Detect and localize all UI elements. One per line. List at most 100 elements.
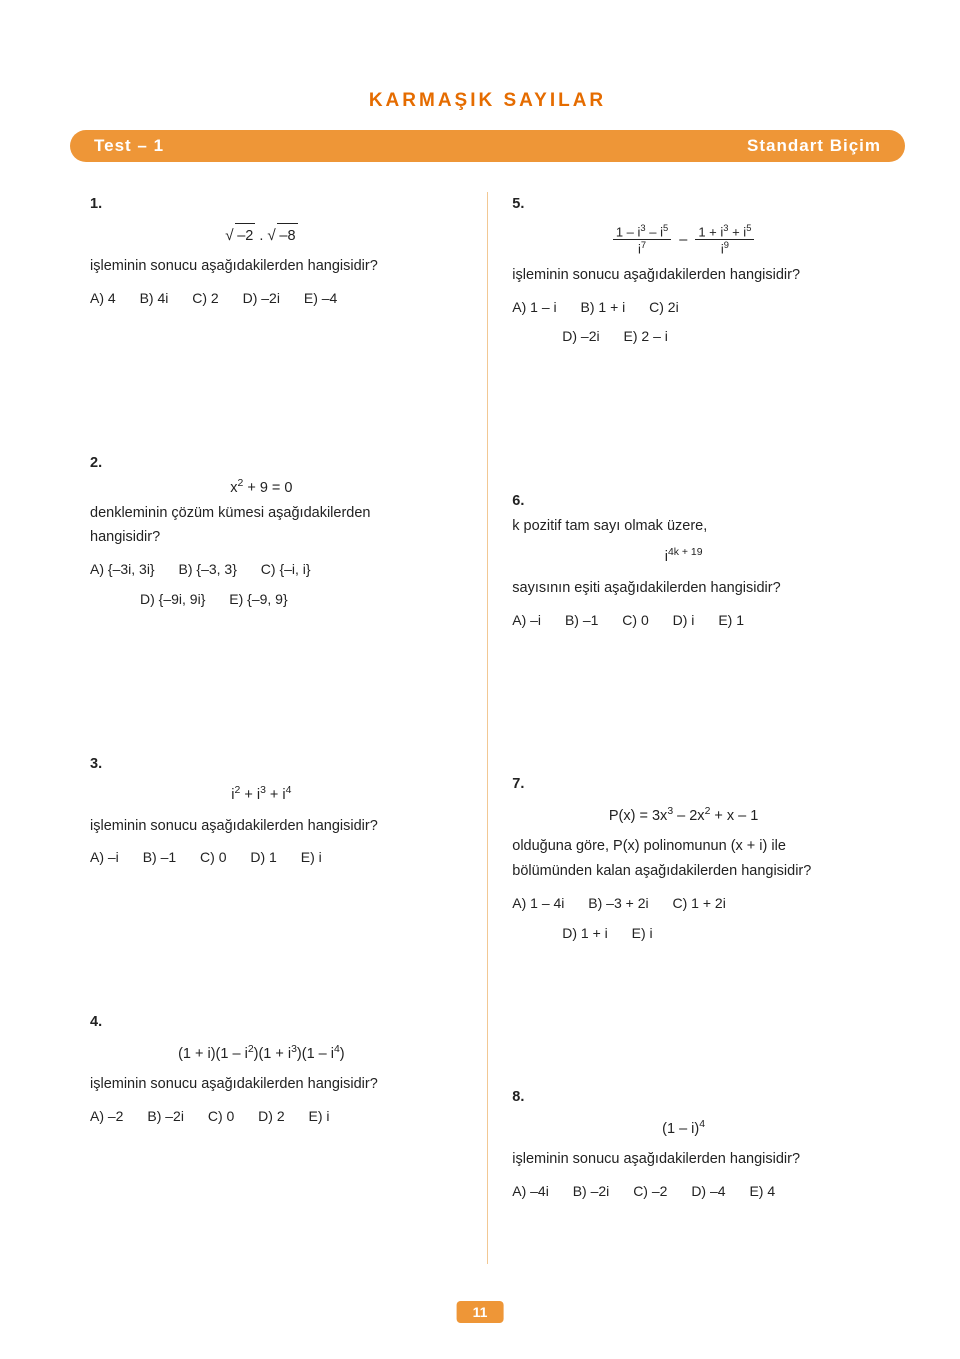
test-bar: Test – 1 Standart Biçim [70,130,905,162]
q4-opt-b: B) –2i [147,1105,184,1129]
q6-opt-e: E) 1 [718,609,744,633]
q3-opt-b: B) –1 [143,846,176,870]
q4-opt-a: A) –2 [90,1105,123,1129]
q8-opt-e: E) 4 [749,1180,775,1204]
q6-options: A) –i B) –1 C) 0 D) i E) 1 [512,609,855,633]
q6-formula: i4k + 19 [512,544,855,569]
q6-num: 6. [512,489,538,514]
question-7: 7. P(x) = 3x3 – 2x2 + x – 1 olduğuna gör… [512,772,885,945]
q1-opt-b: B) 4i [140,287,169,311]
q8-opt-b: B) –2i [573,1180,610,1204]
q5-opt-c: C) 2i [649,296,679,320]
q3-options: A) –i B) –1 C) 0 D) 1 E) i [90,846,433,870]
q5-text: işleminin sonucu aşağıdakilerden hangisi… [512,263,855,288]
q1-text: işleminin sonucu aşağıdakilerden hangisi… [90,254,433,279]
q2-options-2: D) {–9i, 9i} E) {–9, 9} [90,588,433,612]
test-bar-left: Test – 1 [94,136,164,156]
page-title: KARMAŞIK SAYILAR [70,90,905,112]
q6-opt-c: C) 0 [622,609,648,633]
q1-opt-c: C) 2 [192,287,218,311]
q3-body: i2 + i3 + i4 işleminin sonucu aşağıdakil… [90,776,433,870]
q3-opt-c: C) 0 [200,846,226,870]
q7-num: 7. [512,772,538,797]
q1-options: A) 4 B) 4i C) 2 D) –2i E) –4 [90,287,433,311]
q4-formula: (1 + i)(1 – i2)(1 + i3)(1 – i4) [90,1041,433,1066]
q1-num: 1. [90,192,116,217]
q7-options: A) 1 – 4i B) –3 + 2i C) 1 + 2i [512,892,855,916]
q1-opt-a: A) 4 [90,287,116,311]
q7-body: P(x) = 3x3 – 2x2 + x – 1 olduğuna göre, … [512,797,855,945]
question-6: 6. k pozitif tam sayı olmak üzere, i4k +… [512,489,885,632]
q2-opt-a: A) {–3i, 3i} [90,558,155,582]
question-3: 3. i2 + i3 + i4 işleminin sonucu aşağıda… [90,752,463,871]
q6-body: k pozitif tam sayı olmak üzere, i4k + 19… [512,514,855,633]
q2-body: x2 + 9 = 0 denkleminin çözüm kümesi aşağ… [90,475,433,611]
q2-opt-d: D) {–9i, 9i} [140,588,205,612]
question-2: 2. x2 + 9 = 0 denkleminin çözüm kümesi a… [90,451,463,612]
sqrt-icon: –2 [225,223,255,249]
q5-body: 1 – i3 – i5i7 – 1 + i3 + i5i9 işleminin … [512,217,855,349]
q8-options: A) –4i B) –2i C) –2 D) –4 E) 4 [512,1180,855,1204]
q6-exp: 4k + 19 [668,547,703,558]
q4-opt-c: C) 0 [208,1105,234,1129]
q2-text: denkleminin çözüm kümesi aşağıdakilerden… [90,501,433,550]
q4-opt-e: E) i [309,1105,330,1129]
q7-opt-b: B) –3 + 2i [588,892,648,916]
q6-line1: k pozitif tam sayı olmak üzere, [512,514,855,539]
q5-opt-a: A) 1 – i [512,296,556,320]
q3-formula: i2 + i3 + i4 [90,782,433,807]
q8-text: işleminin sonucu aşağıdakilerden hangisi… [512,1147,855,1172]
q6-opt-d: D) i [673,609,695,633]
q7-opt-d: D) 1 + i [562,922,608,946]
q8-opt-a: A) –4i [512,1180,549,1204]
q5-options: A) 1 – i B) 1 + i C) 2i [512,296,855,320]
column-divider [487,192,489,1264]
q2-opt-b: B) {–3, 3} [179,558,237,582]
q2-eq: + 9 = 0 [243,480,292,496]
question-4: 4. (1 + i)(1 – i2)(1 + i3)(1 – i4) işlem… [90,1010,463,1129]
left-column: 1. –2 . –8 işleminin sonucu aşağıdakiler… [70,192,483,1264]
question-5: 5. 1 – i3 – i5i7 – 1 + i3 + i5i9 işlemin… [512,192,885,349]
q1-opt-e: E) –4 [304,287,337,311]
q3-opt-a: A) –i [90,846,119,870]
q8-opt-c: C) –2 [633,1180,667,1204]
q7-opt-c: C) 1 + 2i [673,892,726,916]
q8-opt-d: D) –4 [691,1180,725,1204]
q3-num: 3. [90,752,116,777]
q2-opt-e: E) {–9, 9} [229,588,287,612]
q2-var: x [230,480,237,496]
question-8: 8. (1 – i)4 işleminin sonucu aşağıdakile… [512,1085,885,1204]
q5-opt-e: E) 2 – i [624,325,668,349]
q8-body: (1 – i)4 işleminin sonucu aşağıdakilerde… [512,1110,855,1204]
q8-num: 8. [512,1085,538,1110]
q7-opt-e: E) i [632,922,653,946]
q7-options-2: D) 1 + i E) i [512,922,855,946]
q7-opt-a: A) 1 – 4i [512,892,564,916]
q6-opt-b: B) –1 [565,609,598,633]
q2-num: 2. [90,451,116,476]
page: KARMAŞIK SAYILAR Test – 1 Standart Biçim… [0,0,960,1359]
q5-opt-d: D) –2i [562,325,599,349]
q4-num: 4. [90,1010,116,1035]
q3-opt-e: E) i [301,846,322,870]
q7-formula: P(x) = 3x3 – 2x2 + x – 1 [512,803,855,828]
q4-body: (1 + i)(1 – i2)(1 + i3)(1 – i4) işlemini… [90,1035,433,1129]
q7-text: olduğuna göre, P(x) polinomunun (x + i) … [512,834,855,883]
q6-opt-a: A) –i [512,609,541,633]
q1-formula: –2 . –8 [90,223,433,249]
q4-opt-d: D) 2 [258,1105,284,1129]
q4-text: işleminin sonucu aşağıdakilerden hangisi… [90,1072,433,1097]
q3-text: işleminin sonucu aşağıdakilerden hangisi… [90,814,433,839]
q5-formula: 1 – i3 – i5i7 – 1 + i3 + i5i9 [512,223,855,257]
columns: 1. –2 . –8 işleminin sonucu aşağıdakiler… [70,192,905,1264]
q1-body: –2 . –8 işleminin sonucu aşağıdakilerden… [90,217,433,311]
sqrt-icon: –8 [267,223,297,249]
page-number: 11 [457,1301,504,1323]
q4-options: A) –2 B) –2i C) 0 D) 2 E) i [90,1105,433,1129]
q6-line3: sayısının eşiti aşağıdakilerden hangisid… [512,576,855,601]
test-bar-right: Standart Biçim [747,136,881,156]
q1-opt-d: D) –2i [243,287,280,311]
q5-options-2: D) –2i E) 2 – i [512,325,855,349]
question-1: 1. –2 . –8 işleminin sonucu aşağıdakiler… [90,192,463,311]
right-column: 5. 1 – i3 – i5i7 – 1 + i3 + i5i9 işlemin… [492,192,905,1264]
